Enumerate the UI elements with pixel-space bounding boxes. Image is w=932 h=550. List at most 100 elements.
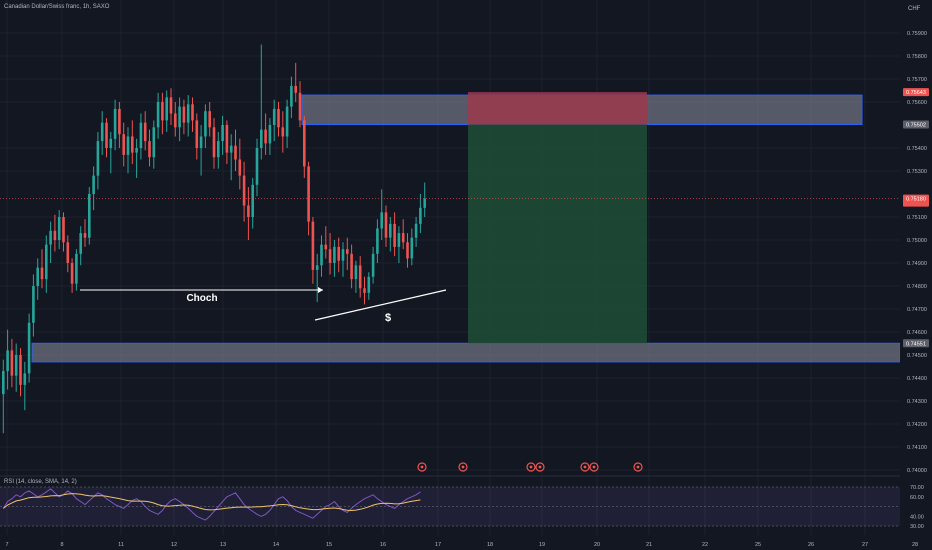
rsi-tick-label: 30.00 [910,524,924,530]
candle-body [161,102,164,121]
price-label-current [903,194,929,207]
candle-body [156,102,160,128]
candle-body [320,244,323,266]
time-tick-label: 19 [539,542,545,548]
rsi-tick-label: 40.00 [910,514,924,520]
candle-body [105,122,108,148]
price-axis[interactable]: 0.75900 0.75800 0.75700 0.75600 0.75400 0.753… [900,0,932,550]
candle-body [143,122,147,142]
time-tick-label: 27 [862,542,868,548]
liquidity-trendline[interactable] [314,289,447,321]
event-marker-icon[interactable] [417,462,427,472]
candle-body [272,108,276,125]
candle-body [307,166,310,222]
candle-body [152,127,156,158]
candle-body [350,253,353,280]
candle-body [281,127,285,137]
price-label-text: 0.75502 [906,123,926,129]
price-label-text: 0.75643 [906,90,926,96]
event-marker-icon[interactable] [633,462,643,472]
candle-body [410,237,414,259]
candle-body [380,212,383,229]
time-tick-label: 15 [326,542,332,548]
price-tick-label: 0.74700 [907,307,927,313]
candle-body [49,230,52,245]
candle-body [126,136,130,155]
time-tick-label: 28 [912,542,918,548]
candle-body [118,108,121,135]
candle-body [285,106,289,137]
candle-body [212,127,216,158]
drawings[interactable]: Choch $ [80,287,447,324]
take-profit-area [468,124,647,344]
candle-body [178,106,181,128]
price-label-text: 0.75180 [906,197,926,203]
event-marker-icon[interactable] [526,462,536,472]
candle-body [96,141,100,176]
time-tick-label: 8 [60,542,63,548]
candle-body [75,253,78,284]
price-label-zone [903,120,929,129]
candles [2,44,426,434]
candle-body [242,175,246,206]
time-tick-label: 13 [220,542,226,548]
candle-body [346,249,349,254]
candle-body [19,355,22,385]
time-tick-label: 25 [755,542,761,548]
currency-label: CHF [908,6,921,12]
candle-body [337,246,340,261]
candle-body [247,205,250,217]
candle-body [315,265,319,270]
short-position-tool[interactable] [468,92,647,344]
candle-body [182,106,186,123]
price-label-target [903,339,929,348]
price-tick-label: 0.74600 [907,330,927,336]
price-tick-label: 0.75300 [907,169,927,175]
candle-body [371,253,375,277]
grid [0,0,916,535]
price-label-text: 0.74551 [906,341,926,347]
candle-body [384,212,388,238]
candle-body [251,184,254,217]
event-marker-dot [529,465,533,469]
candle-body [32,286,35,323]
candle-body [66,242,70,263]
price-tick-label: 0.74300 [907,399,927,405]
time-tick-label: 16 [380,542,386,548]
event-markers[interactable] [417,462,643,472]
price-tick-label: 0.75100 [907,215,927,221]
candle-body [260,129,263,148]
price-tick-label: 0.75700 [907,77,927,83]
candle-body [10,350,14,376]
price-tick-label: 0.74400 [907,376,927,382]
price-tick-label: 0.75800 [907,54,927,60]
candle-body [341,249,345,261]
price-tick-label: 0.74000 [907,468,927,474]
symbol-title[interactable]: Canadian Dollar/Swiss franc, 1h, SAXO [4,4,110,10]
event-marker-icon[interactable] [580,462,590,472]
event-marker-icon[interactable] [589,462,599,472]
candle-body [298,92,302,121]
event-marker-icon[interactable] [535,462,545,472]
rsi-title[interactable]: RSI (14, close, SMA, 14, 2) [4,479,77,485]
candle-body [83,233,87,238]
candle-body [57,217,61,240]
candle-body [195,120,199,148]
candle-body [199,136,203,148]
price-tick-label: 0.75900 [907,31,927,37]
time-axis[interactable]: 7 8 11 12 13 14 15 16 17 18 19 20 21 22 25 26 27 28 [5,542,918,548]
time-tick-label: 11 [118,542,124,548]
price-label-stop [903,88,929,97]
event-marker-icon[interactable] [458,462,468,472]
candle-body [393,223,396,247]
stop-loss-area [468,92,647,125]
candle-body [389,223,392,238]
price-tick-label: 0.74900 [907,261,927,267]
candle-body [23,373,27,385]
candle-body [88,194,91,238]
dollar-label: $ [385,312,391,324]
rsi-pane [0,475,932,527]
time-tick-label: 14 [273,542,279,548]
candle-body [225,125,229,153]
